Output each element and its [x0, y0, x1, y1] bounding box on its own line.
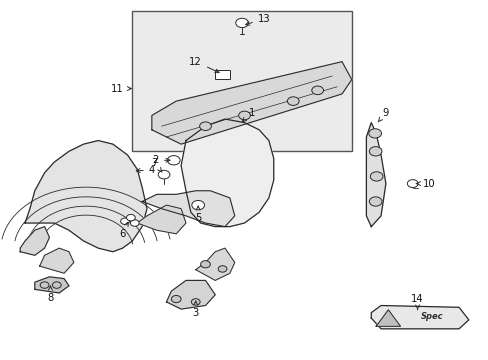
Circle shape [158, 170, 169, 179]
Polygon shape [166, 280, 215, 309]
Circle shape [121, 218, 129, 225]
Text: 5: 5 [195, 206, 201, 222]
Circle shape [368, 129, 381, 138]
Circle shape [311, 86, 323, 95]
Circle shape [238, 111, 250, 120]
Bar [132, 12, 351, 151]
Text: 2: 2 [152, 155, 170, 165]
Text: 13: 13 [245, 14, 270, 25]
Circle shape [218, 266, 226, 272]
Text: 3: 3 [192, 301, 199, 318]
Circle shape [171, 296, 181, 303]
Text: 1: 1 [242, 108, 254, 122]
Circle shape [287, 97, 299, 105]
Circle shape [369, 172, 382, 181]
Polygon shape [195, 248, 234, 280]
Text: 9: 9 [377, 108, 388, 122]
Text: Spec: Spec [420, 312, 443, 321]
Circle shape [235, 18, 248, 28]
Text: 12: 12 [189, 57, 219, 73]
Text: 8: 8 [47, 286, 54, 303]
Polygon shape [25, 140, 147, 252]
Polygon shape [142, 191, 234, 226]
Text: 7: 7 [151, 158, 162, 172]
Circle shape [368, 197, 381, 206]
Polygon shape [137, 205, 185, 234]
Circle shape [200, 261, 210, 268]
Text: 6: 6 [119, 222, 128, 239]
Polygon shape [20, 226, 49, 255]
Circle shape [191, 299, 200, 305]
Polygon shape [35, 277, 69, 293]
Polygon shape [370, 306, 468, 329]
Circle shape [126, 215, 135, 221]
Polygon shape [366, 123, 385, 226]
Circle shape [199, 122, 211, 131]
Text: 14: 14 [410, 294, 423, 310]
Polygon shape [375, 310, 400, 326]
Polygon shape [152, 62, 351, 144]
Circle shape [167, 156, 180, 165]
Circle shape [368, 147, 381, 156]
Circle shape [191, 201, 204, 210]
Circle shape [130, 220, 139, 226]
Text: 10: 10 [416, 179, 434, 189]
FancyBboxPatch shape [215, 69, 229, 79]
Circle shape [40, 282, 49, 288]
Polygon shape [40, 248, 74, 273]
Circle shape [52, 282, 61, 288]
Circle shape [407, 180, 417, 188]
Text: 4: 4 [136, 165, 155, 175]
Polygon shape [181, 119, 273, 226]
Text: 11: 11 [111, 84, 131, 94]
